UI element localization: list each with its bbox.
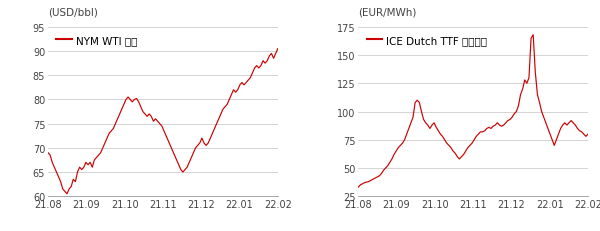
Text: (USD/bbl): (USD/bbl) bbox=[48, 8, 98, 18]
Text: (EUR/MWh): (EUR/MWh) bbox=[358, 8, 416, 18]
Legend: ICE Dutch TTF 전연가스: ICE Dutch TTF 전연가스 bbox=[364, 33, 490, 49]
Legend: NYM WTI 원유: NYM WTI 원유 bbox=[53, 33, 140, 49]
